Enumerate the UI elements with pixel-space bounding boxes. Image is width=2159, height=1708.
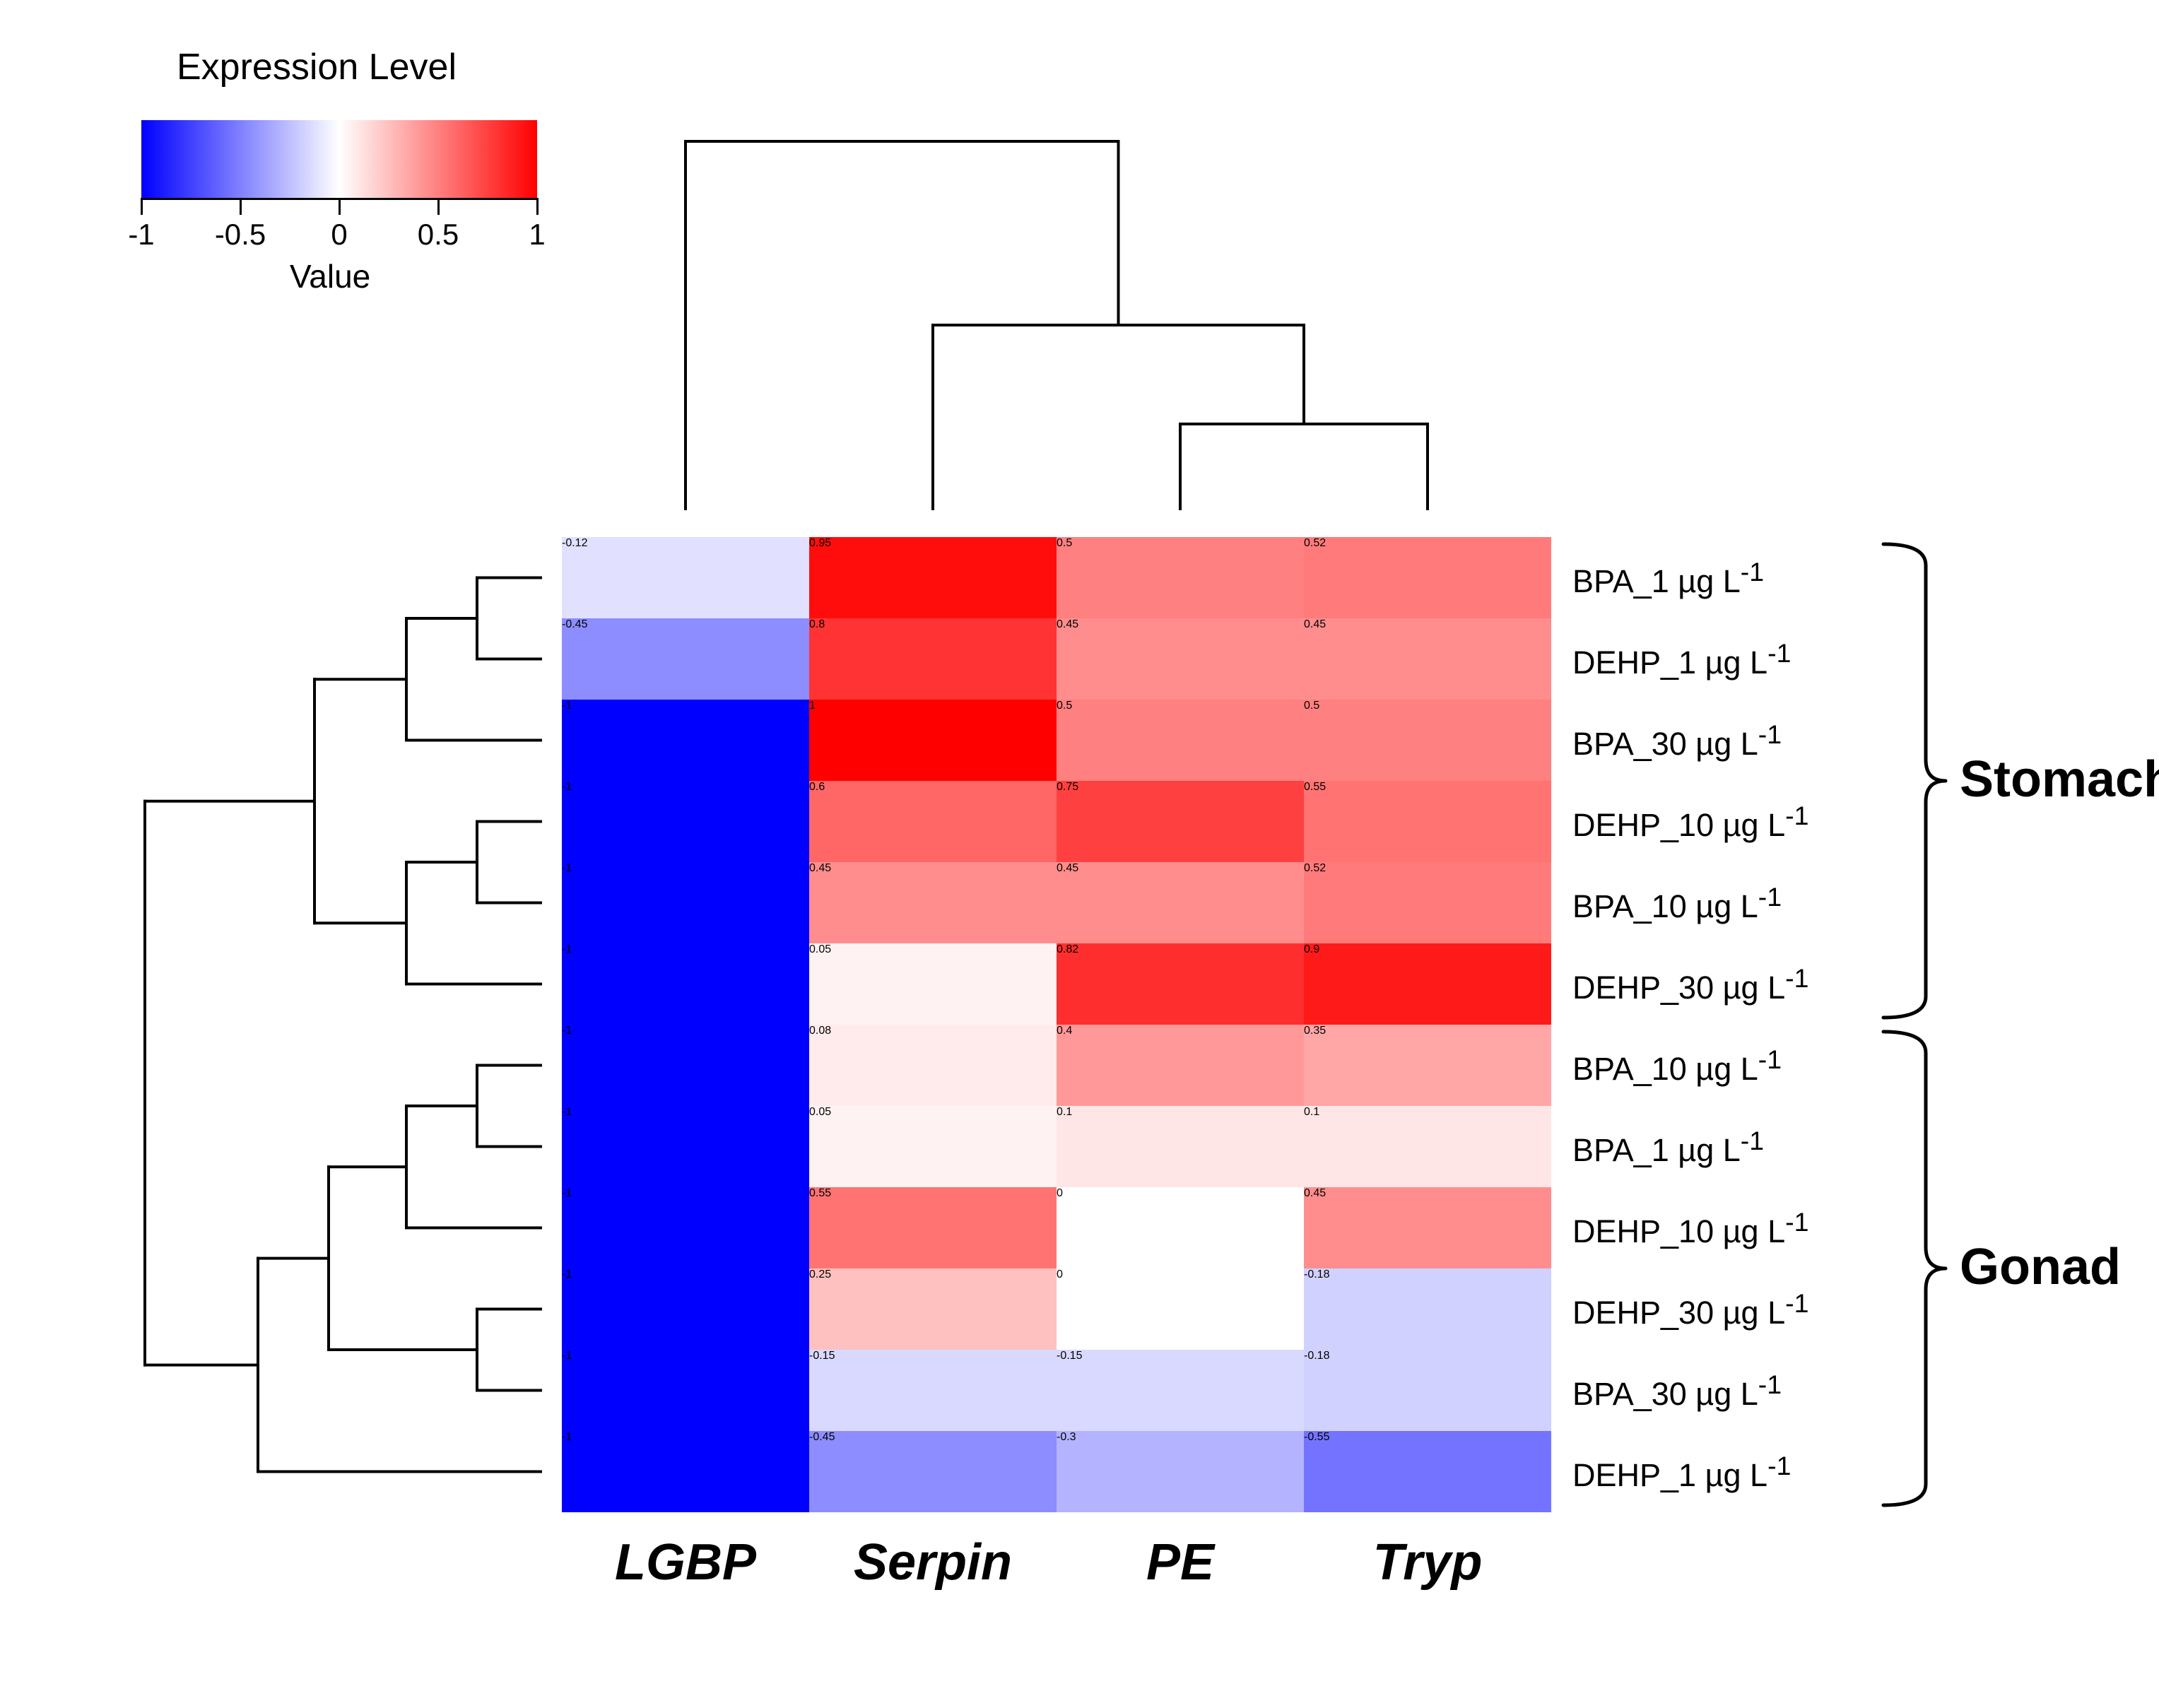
group-brackets: [0, 0, 2159, 1708]
figure-root: Expression Level-1-0.500.51Value-0.120.9…: [0, 0, 2159, 1708]
